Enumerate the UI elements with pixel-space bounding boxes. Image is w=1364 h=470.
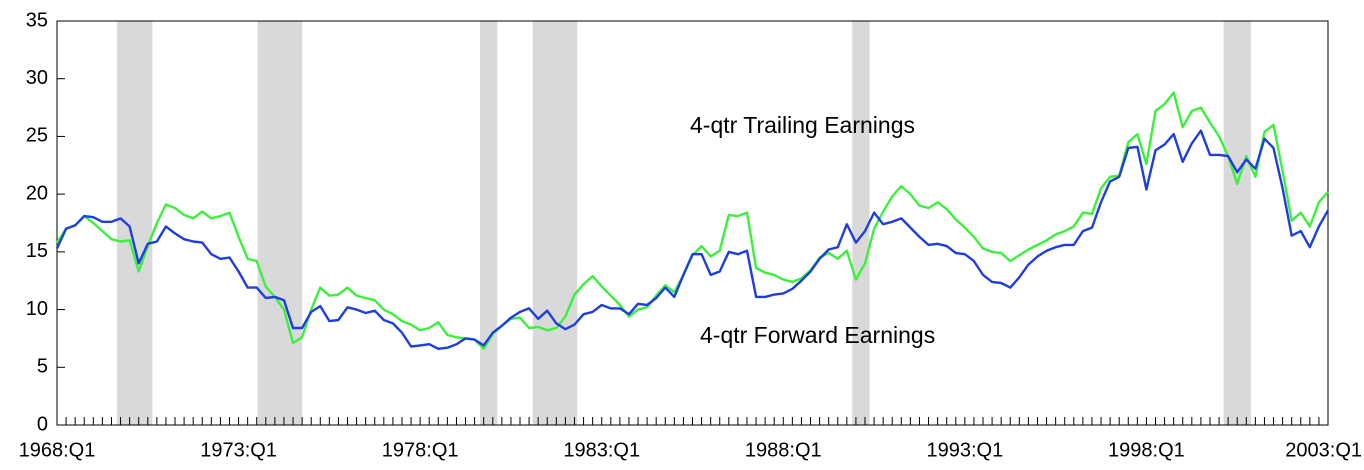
x-tick-label: 1993:Q1 [926,439,1003,461]
y-tick-label: 10 [26,298,48,320]
y-tick-label: 20 [26,182,48,204]
x-tick-label: 1968:Q1 [19,439,96,461]
x-tick-label: 2003:Q1 [1285,439,1362,461]
series-line [55,129,1330,350]
x-tick-label: 1998:Q1 [1108,439,1185,461]
recession-band [257,21,303,425]
recession-band [852,21,870,425]
y-tick-label: 25 [26,125,48,147]
recession-band [480,21,498,425]
y-tick-label: 30 [26,67,48,89]
y-tick-label: 35 [26,9,48,31]
recession-band [532,21,578,425]
annotation: 4-qtr Trailing Earnings [690,112,915,138]
x-tick-label: 1973:Q1 [200,439,277,461]
y-tick-label: 5 [37,356,48,378]
annotation: 4-qtr Forward Earnings [700,322,935,348]
plot-frame [56,20,1329,426]
x-tick-label: 1978:Q1 [382,439,459,461]
y-tick-label: 0 [37,413,48,435]
y-tick-label: 15 [26,240,48,262]
recession-band [116,21,153,425]
x-tick-label: 1988:Q1 [745,439,822,461]
x-tick-label: 1983:Q1 [563,439,640,461]
recession-band [1223,21,1251,425]
